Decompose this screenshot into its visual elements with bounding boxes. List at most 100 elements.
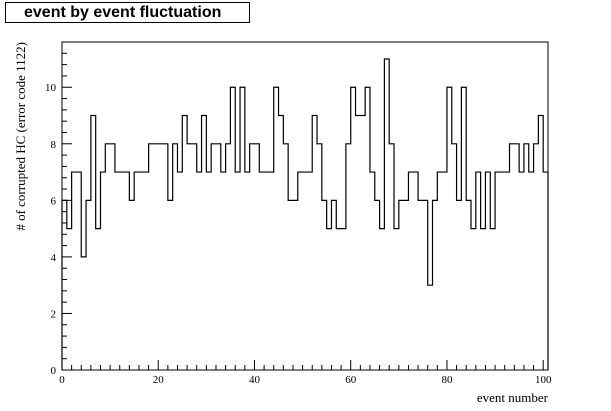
histogram-bin	[461, 87, 466, 370]
histogram-bin	[254, 144, 259, 370]
y-tick-label: 8	[51, 139, 57, 151]
histogram-bin	[96, 229, 101, 370]
x-tick-label: 80	[441, 374, 453, 386]
histogram-bin	[100, 172, 105, 370]
histogram-bin	[187, 144, 192, 370]
histogram-bin	[259, 172, 264, 370]
histogram-bin	[307, 172, 312, 370]
histogram-bin	[91, 116, 96, 370]
histogram-bin	[279, 116, 284, 370]
chart-title-box: event by event fluctuation	[5, 2, 250, 23]
y-tick-label: 0	[51, 365, 57, 377]
histogram-bin	[514, 144, 519, 370]
histogram-bin	[317, 144, 322, 370]
histogram-bin	[62, 200, 67, 370]
histogram-bin	[86, 200, 91, 370]
histogram-bin	[81, 257, 86, 370]
histogram-bin	[447, 87, 452, 370]
x-tick-label: 60	[345, 374, 357, 386]
histogram-bin	[105, 144, 110, 370]
histogram-bin	[110, 144, 115, 370]
histogram-bin	[442, 172, 447, 370]
histogram-bin	[495, 172, 500, 370]
histogram-bin	[264, 172, 269, 370]
histogram-bin	[524, 144, 529, 370]
histogram-bin	[384, 59, 389, 370]
histogram-bin	[226, 144, 231, 370]
y-axis-ticks: 0 2 4 6 8 10	[45, 41, 72, 377]
histogram-bin	[408, 172, 413, 370]
histogram-bin	[202, 116, 207, 370]
y-axis-label: # of corrupted HC (error code 1122)	[13, 42, 28, 231]
histogram-bars	[62, 59, 548, 370]
x-tick-label: 40	[249, 374, 261, 386]
histogram-bin	[457, 200, 462, 370]
histogram-bin	[158, 144, 163, 370]
histogram-bin	[375, 200, 380, 370]
histogram-bin	[168, 200, 173, 370]
histogram-bin	[336, 229, 341, 370]
histogram-bin	[221, 172, 226, 370]
histogram-bin	[543, 172, 548, 370]
histogram-bin	[72, 172, 77, 370]
histogram-bin	[115, 172, 120, 370]
histogram-bin	[413, 172, 418, 370]
chart-title: event by event fluctuation	[24, 3, 222, 21]
y-tick-label: 2	[51, 308, 57, 320]
histogram-bin	[351, 87, 356, 370]
histogram-bin	[192, 144, 197, 370]
histogram-bin	[298, 172, 303, 370]
histogram-bin	[331, 200, 336, 370]
histogram-bin	[129, 200, 134, 370]
histogram-bin	[76, 172, 81, 370]
histogram-bin	[125, 172, 130, 370]
histogram-bin	[529, 172, 534, 370]
histogram-bin	[360, 116, 365, 370]
histogram-bin	[404, 200, 409, 370]
histogram-bin	[312, 116, 317, 370]
histogram-bin	[346, 144, 351, 370]
histogram-bin	[418, 200, 423, 370]
histogram-bin	[380, 229, 385, 370]
y-tick-label: 10	[45, 82, 57, 94]
histogram-bin	[423, 200, 428, 370]
histogram-bin	[293, 200, 298, 370]
histogram-bin	[389, 144, 394, 370]
histogram-bin	[466, 200, 471, 370]
histogram-bin	[177, 172, 182, 370]
histogram-bin	[139, 172, 144, 370]
histogram-bin	[206, 172, 211, 370]
histogram-bin	[274, 87, 279, 370]
histogram-bin	[120, 172, 125, 370]
histogram-bin	[230, 87, 235, 370]
histogram-bin	[519, 172, 524, 370]
histogram-bin	[197, 172, 202, 370]
x-tick-label: 20	[153, 374, 165, 386]
histogram-bin	[269, 172, 274, 370]
histogram-bin	[370, 172, 375, 370]
x-axis-label: event number	[477, 390, 549, 405]
histogram-bin	[510, 144, 515, 370]
histogram-bin	[149, 144, 154, 370]
x-tick-label: 100	[535, 374, 552, 386]
histogram-bin	[481, 229, 486, 370]
histogram-bin	[235, 172, 240, 370]
y-tick-label: 6	[51, 195, 57, 207]
histogram-bin	[452, 144, 457, 370]
histogram-bin	[67, 229, 72, 370]
histogram-bin	[250, 144, 255, 370]
histogram-bin	[485, 172, 490, 370]
histogram-bin	[356, 116, 361, 370]
histogram-bin	[534, 144, 539, 370]
histogram-bin	[288, 200, 293, 370]
histogram-bin	[283, 144, 288, 370]
histogram-bin	[182, 116, 187, 370]
histogram-bin	[303, 172, 308, 370]
histogram-bin	[365, 87, 370, 370]
histogram-bin	[245, 172, 250, 370]
histogram-bin	[134, 172, 139, 370]
histogram-step-line	[61, 58, 549, 370]
histogram-bin	[153, 144, 158, 370]
